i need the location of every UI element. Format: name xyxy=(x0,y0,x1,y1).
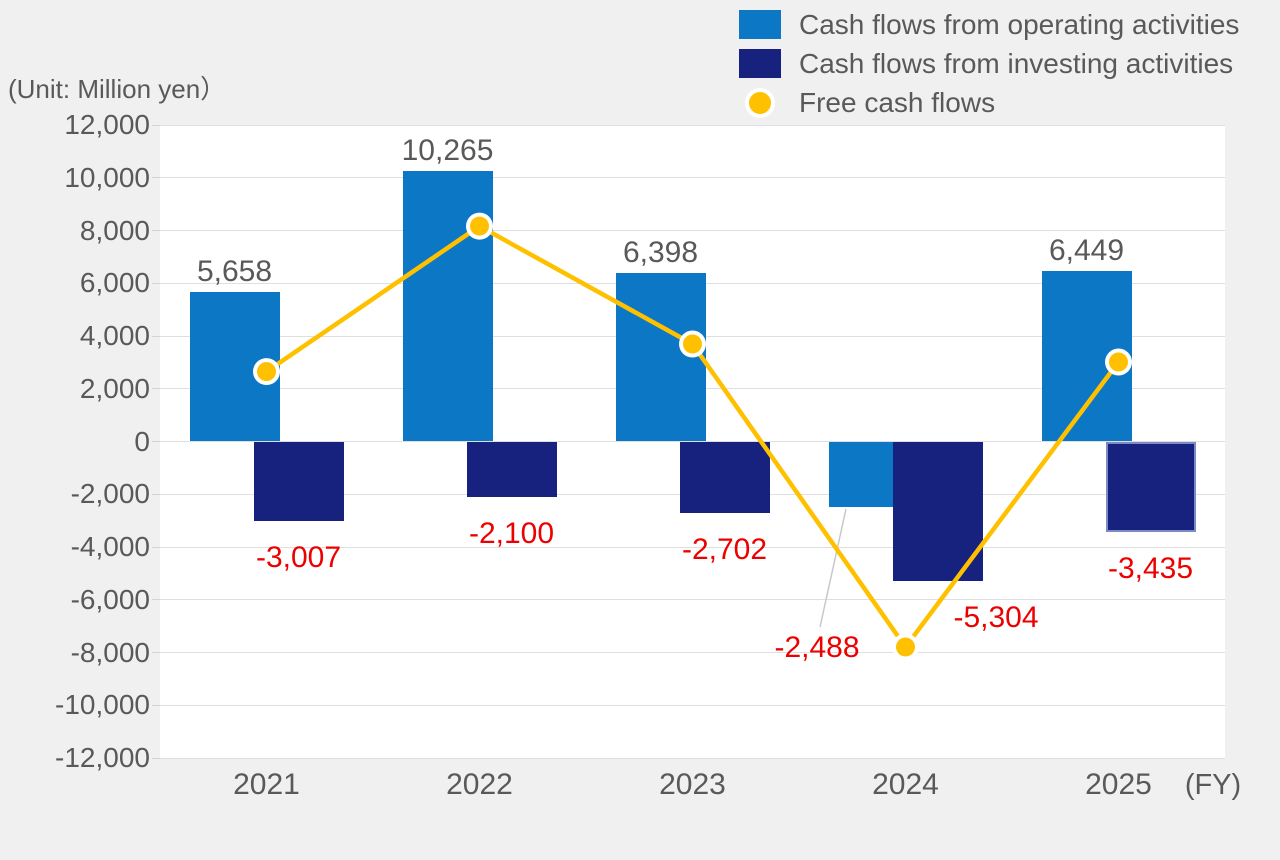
bar-operating-2022 xyxy=(402,170,493,442)
y-axis-tick xyxy=(152,493,160,495)
y-axis-tick xyxy=(152,177,160,179)
y-axis-tick-label: -6,000 xyxy=(70,583,150,615)
data-label-investing-2021: -3,007 xyxy=(255,540,342,574)
y-axis-tick-label: -8,000 xyxy=(70,636,150,668)
data-label-operating-2021: 5,658 xyxy=(196,255,273,289)
gridline xyxy=(160,652,1225,653)
y-axis-tick xyxy=(152,599,160,601)
legend-swatch-icon xyxy=(739,10,781,39)
y-axis-tick-label: 10,000 xyxy=(64,161,150,193)
gridline xyxy=(160,124,1225,126)
y-axis-tick-label: 4,000 xyxy=(79,320,150,351)
y-axis-tick-label: -2,000 xyxy=(70,478,150,510)
y-axis-tick-label: -4,000 xyxy=(70,531,150,562)
y-axis-tick xyxy=(152,441,160,442)
legend-label: Cash flows from investing activities xyxy=(799,47,1234,79)
gridline xyxy=(160,230,1225,231)
chart-legend: Cash flows from operating activities Cash… xyxy=(739,5,1239,122)
data-label-operating-2025: 6,449 xyxy=(1048,234,1125,268)
y-axis-tick-label: -12,000 xyxy=(55,742,150,773)
data-label-operating-2023: 6,398 xyxy=(622,235,699,269)
y-axis-tick-label: 0 xyxy=(134,425,150,457)
y-axis-tick xyxy=(152,388,160,390)
legend-item-operating: Cash flows from operating activities xyxy=(739,5,1239,44)
data-label-operating-2022: 10,265 xyxy=(401,133,494,167)
legend-label: Free cash flows xyxy=(799,86,996,118)
y-axis-tick-label: 2,000 xyxy=(79,372,150,404)
gridline xyxy=(160,599,1225,601)
data-label-investing-2023: -2,702 xyxy=(681,532,768,566)
x-axis-label-2025: 2025 xyxy=(1085,768,1152,801)
y-axis-tick xyxy=(152,652,160,653)
y-axis-tick xyxy=(152,757,160,759)
bar-operating-2025 xyxy=(1041,271,1132,442)
gridline xyxy=(160,757,1225,759)
bar-investing-2023 xyxy=(679,441,770,513)
y-axis-tick-label: -10,000 xyxy=(55,689,150,721)
y-axis-tick-label: 12,000 xyxy=(64,109,150,140)
x-axis-fy-label: (FY) xyxy=(1184,769,1242,801)
y-axis-tick xyxy=(152,546,160,548)
y-axis-tick xyxy=(152,704,160,706)
bar-operating-2021 xyxy=(189,292,280,442)
bar-operating-2023 xyxy=(615,272,706,442)
data-label-investing-2025: -3,435 xyxy=(1107,552,1194,586)
x-axis-label-2024: 2024 xyxy=(872,768,939,801)
data-label-investing-2024: -5,304 xyxy=(953,601,1039,634)
legend-item-free-cash-flows: Free cash flows xyxy=(739,83,1239,122)
y-axis-tick xyxy=(152,230,160,231)
legend-swatch-icon xyxy=(739,49,781,78)
x-axis-label-2022: 2022 xyxy=(446,768,513,801)
bar-investing-2022 xyxy=(466,441,557,497)
legend-label: Cash flows from operating activities xyxy=(799,8,1240,40)
y-axis-tick xyxy=(152,335,160,337)
x-axis-label-2023: 2023 xyxy=(659,768,726,801)
data-label-investing-2022: -2,100 xyxy=(468,516,555,550)
y-axis-tick-label: 8,000 xyxy=(79,214,150,246)
x-axis-label-2021: 2021 xyxy=(233,768,300,801)
legend-marker-box xyxy=(739,10,781,39)
gridline xyxy=(160,177,1225,179)
bar-investing-2021 xyxy=(253,441,344,521)
y-axis-tick-label: 6,000 xyxy=(79,267,150,299)
data-label-operating-2024: -2,488 xyxy=(774,631,860,664)
y-axis-unit-label: (Unit: Million yen） xyxy=(8,74,227,104)
y-axis-tick xyxy=(152,282,160,284)
y-axis-tick xyxy=(152,124,160,126)
legend-dot-icon xyxy=(745,87,775,118)
legend-marker-box xyxy=(739,87,781,118)
legend-marker-box xyxy=(739,49,781,78)
bar-investing-2025 xyxy=(1105,441,1196,533)
legend-item-investing: Cash flows from investing activities xyxy=(739,44,1239,83)
bar-investing-2024 xyxy=(892,441,983,582)
gridline xyxy=(160,704,1225,706)
